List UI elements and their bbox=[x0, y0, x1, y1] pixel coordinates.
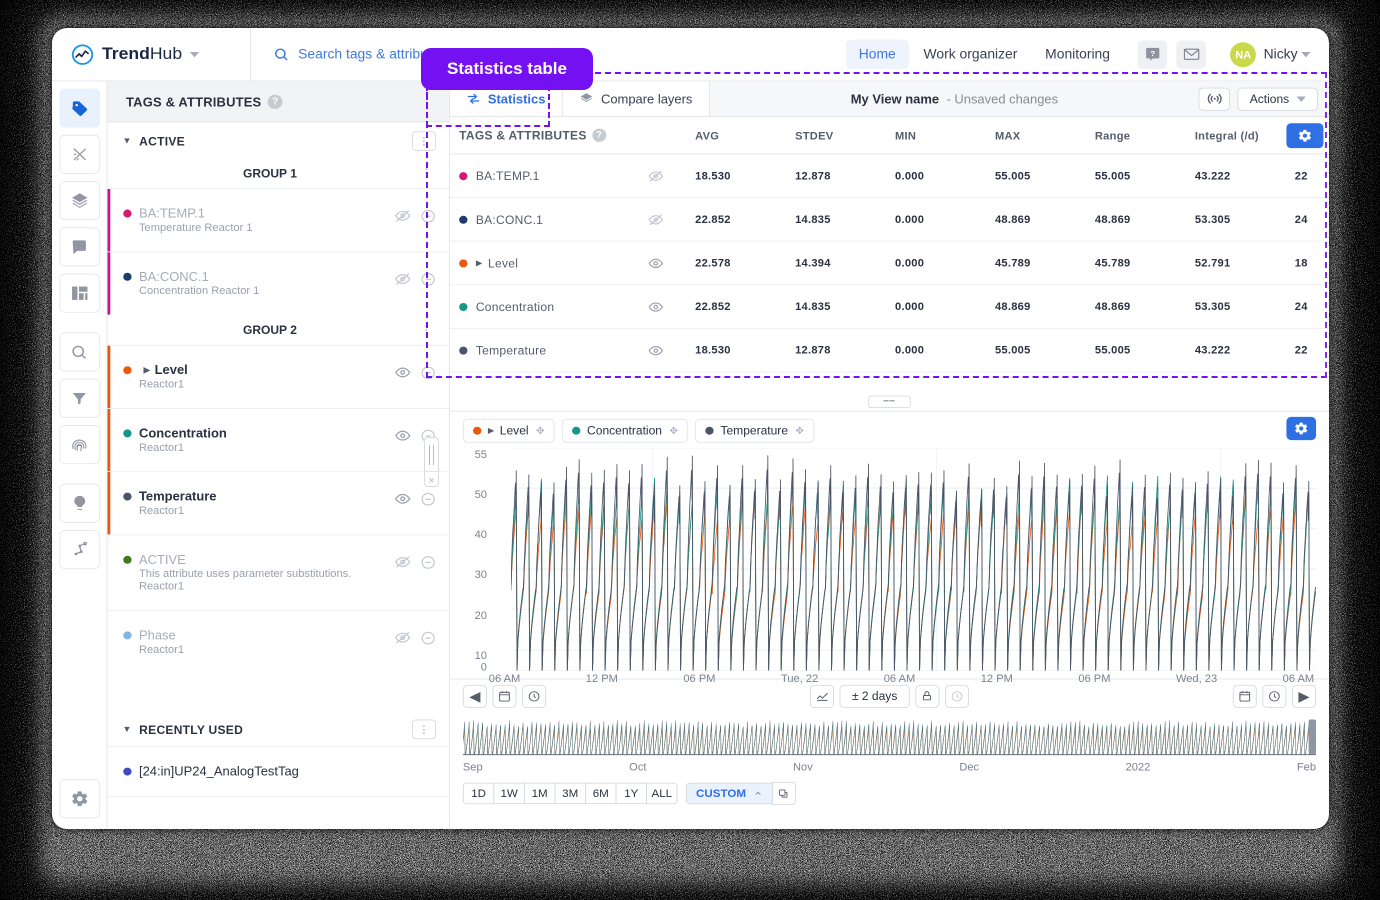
svg-text:55: 55 bbox=[475, 449, 487, 461]
svg-text:10: 10 bbox=[475, 650, 487, 662]
svg-text:?: ? bbox=[1150, 49, 1155, 58]
svg-text:0: 0 bbox=[481, 662, 487, 671]
svg-text:30: 30 bbox=[475, 569, 487, 581]
svg-text:20: 20 bbox=[475, 610, 487, 622]
svg-text:40: 40 bbox=[475, 529, 487, 541]
svg-text:50: 50 bbox=[475, 489, 487, 501]
